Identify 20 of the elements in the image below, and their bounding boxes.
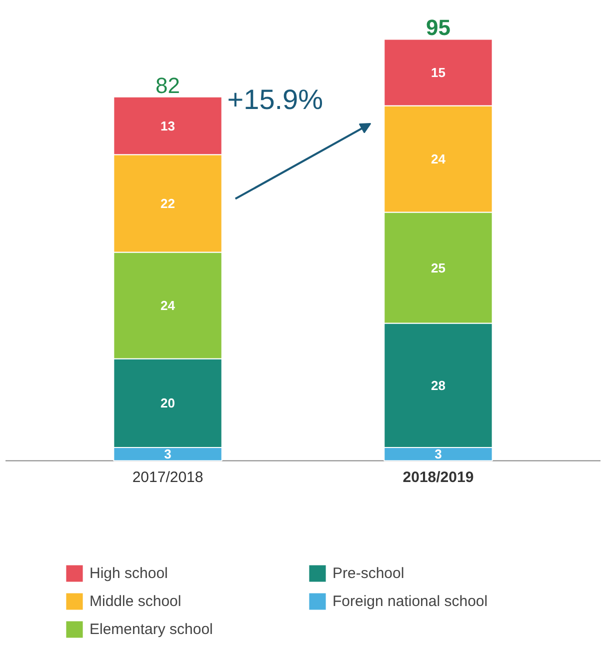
data-label: 20 <box>160 396 176 411</box>
legend-label: Pre-school <box>332 564 406 582</box>
data-label: 25 <box>430 260 446 276</box>
legend-label: Elementary school <box>90 620 214 638</box>
data-label: 3 <box>434 446 442 462</box>
data-label: 28 <box>430 378 446 393</box>
data-label: 24 <box>430 152 446 167</box>
total-label: 95 <box>426 15 450 40</box>
x-tick-label: 2018/2019 <box>402 468 474 486</box>
legend-label: High school <box>90 564 169 582</box>
annotation: +15.9% <box>227 84 324 116</box>
data-label: 22 <box>160 196 176 211</box>
legend-label: Middle school <box>90 592 182 610</box>
total-label: 82 <box>156 72 180 98</box>
legend-label: Foreign national school <box>332 592 489 610</box>
data-label: 24 <box>160 298 176 313</box>
data-label: 13 <box>160 118 176 134</box>
data-label: 15 <box>430 65 446 80</box>
data-label: 3 <box>164 446 172 462</box>
x-tick-label: 2017/2018 <box>132 468 204 486</box>
